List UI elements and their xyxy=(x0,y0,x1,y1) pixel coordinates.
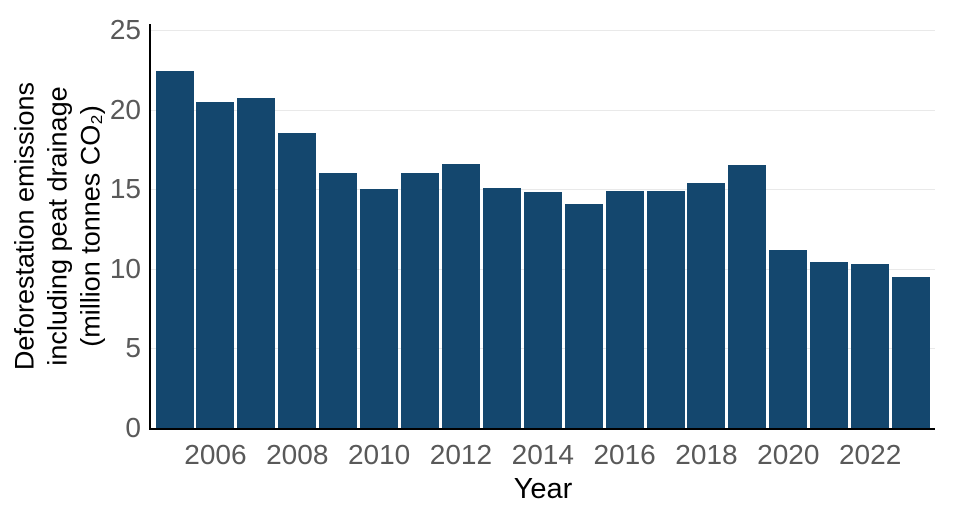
x-tick-label-2012: 2012 xyxy=(429,439,493,470)
gridline-15 xyxy=(151,189,935,191)
bar-2019 xyxy=(728,165,767,428)
bar-2018 xyxy=(687,182,726,428)
x-tick-label-2010: 2010 xyxy=(347,439,411,470)
y-tick-label-25: 25 xyxy=(109,14,141,45)
y-tick-label-15: 15 xyxy=(109,173,141,205)
bar-2005 xyxy=(155,71,194,428)
gridline-25 xyxy=(151,30,935,31)
bar-2007 xyxy=(237,98,276,428)
x-tick-label-2006: 2006 xyxy=(184,439,247,470)
x-tick-label-2014: 2014 xyxy=(511,439,574,470)
bar-2013 xyxy=(482,187,521,428)
bar-2010 xyxy=(360,189,399,428)
bar-2016 xyxy=(605,190,644,428)
y-tick-label-20: 20 xyxy=(109,93,141,125)
bar-2017 xyxy=(646,190,685,428)
y-tick-label-0: 0 xyxy=(125,412,141,443)
x-tick-label-2018: 2018 xyxy=(675,439,738,470)
x-axis-title: Year xyxy=(513,473,573,505)
bar-2020 xyxy=(769,249,808,428)
bar-2014 xyxy=(523,192,562,428)
plot-area xyxy=(149,24,935,430)
bar-2012 xyxy=(441,163,480,428)
bar-2008 xyxy=(278,133,317,428)
bar-2021 xyxy=(810,262,849,428)
x-tick-label-2016: 2016 xyxy=(593,439,656,470)
bar-2006 xyxy=(196,101,235,428)
y-tick-label-5: 5 xyxy=(125,332,141,364)
x-tick-label-2020: 2020 xyxy=(757,439,820,470)
bar-2009 xyxy=(319,173,358,428)
gridline-20 xyxy=(151,109,935,111)
bar-2015 xyxy=(564,203,603,428)
y-tick-label-10: 10 xyxy=(109,252,141,284)
bar-2011 xyxy=(401,173,440,428)
x-tick-label-2008: 2008 xyxy=(266,439,329,470)
bar-2023 xyxy=(892,276,931,428)
x-tick-label-2022: 2022 xyxy=(838,439,902,470)
bar-2022 xyxy=(851,264,890,428)
